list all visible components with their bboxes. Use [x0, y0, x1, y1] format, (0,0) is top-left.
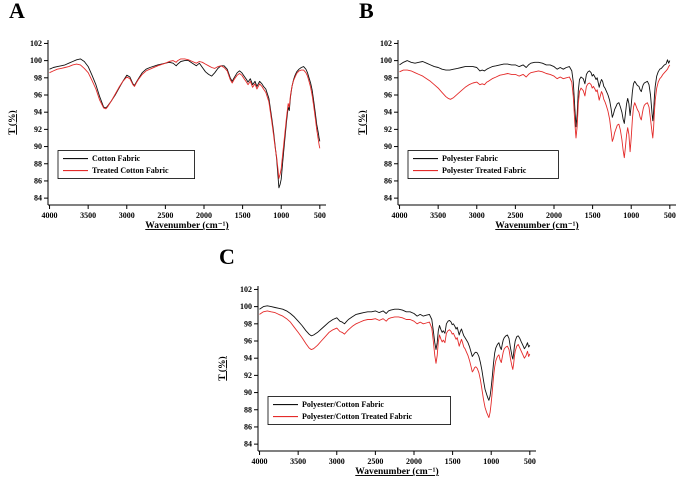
x-tick-label: 1000: [483, 457, 499, 466]
x-tick-label: 2000: [546, 211, 562, 220]
panel-c-label: C: [219, 244, 235, 269]
y-tick-label: 98: [34, 73, 42, 82]
y-tick-label: 96: [244, 337, 252, 346]
x-tick-label: 2000: [406, 457, 422, 466]
y-axis-title: T (%): [7, 110, 18, 134]
y-tick-label: 90: [244, 388, 252, 397]
x-tick-label: 2000: [196, 211, 212, 220]
x-tick-label: 500: [524, 457, 536, 466]
x-axis-title: Wavenumber (cm⁻¹): [145, 220, 228, 231]
x-axis-title: Wavenumber (cm⁻¹): [355, 466, 438, 477]
x-tick-label: 1500: [235, 211, 251, 220]
y-tick-label: 90: [384, 142, 392, 151]
y-tick-label: 92: [34, 125, 42, 134]
x-tick-label: 4000: [392, 211, 408, 220]
legend-label: Polyester Treated Fabric: [442, 166, 527, 175]
series-polyester-fabric: [399, 59, 671, 128]
y-tick-label: 102: [380, 39, 392, 48]
y-tick-label: 88: [34, 159, 42, 168]
series-polyester-cotton-fabric: [259, 305, 531, 401]
x-tick-label: 1000: [623, 211, 639, 220]
x-tick-label: 3500: [430, 211, 446, 220]
y-tick-label: 86: [34, 176, 42, 185]
panel-b: B 84 86 88 90 92 94 96 98 100 102 4000 3500 3000 2500…: [352, 0, 684, 234]
series-treated-cotton-fabric: [49, 58, 321, 179]
y-tick-label: 92: [384, 125, 392, 134]
y-tick-label: 86: [244, 422, 252, 431]
x-tick-label: 2500: [507, 211, 523, 220]
x-tick-label: 500: [314, 211, 326, 220]
y-tick-label: 98: [244, 319, 252, 328]
y-tick-label: 100: [30, 56, 42, 65]
panel-c: C 84 86 88 90 92 94 96 98 100 102 4000 3500 3000 2500…: [212, 246, 544, 480]
series-polyester-cotton-treated-fabric: [259, 310, 531, 418]
x-tick-label: 2500: [157, 211, 173, 220]
x-tick-label: 3000: [119, 211, 135, 220]
legend-box: [407, 150, 559, 179]
y-axis-title: T (%): [357, 110, 368, 134]
x-tick-label: 500: [664, 211, 676, 220]
x-tick-label: 3500: [290, 457, 306, 466]
series-polyester-treated-fabric: [399, 64, 671, 159]
x-axis-title: Wavenumber (cm⁻¹): [495, 220, 578, 231]
y-tick-label: 96: [34, 91, 42, 100]
y-tick-label: 94: [34, 108, 42, 117]
x-tick-label: 1500: [445, 457, 461, 466]
y-tick-label: 84: [244, 440, 252, 449]
x-tick-label: 4000: [252, 457, 268, 466]
x-tick-label: 3000: [329, 457, 345, 466]
y-axis-title: T (%): [217, 356, 228, 380]
y-tick-label: 88: [244, 405, 252, 414]
y-tick-label: 100: [380, 56, 392, 65]
x-tick-label: 3000: [469, 211, 485, 220]
y-tick-label: 102: [30, 39, 42, 48]
y-tick-label: 84: [384, 194, 392, 203]
x-tick-label: 1000: [273, 211, 289, 220]
y-tick-label: 94: [384, 108, 392, 117]
legend-label: Cotton Fabric: [92, 154, 141, 163]
y-tick-label: 90: [34, 142, 42, 151]
x-tick-label: 4000: [42, 211, 58, 220]
panel-c-plot: 84 86 88 90 92 94 96 98 100 102 4000 3500 3000 2500 20…: [217, 285, 536, 477]
panel-a: A 84 86 88 90 92 94 96 98 100 102 4000 3500 3000 2500…: [2, 0, 334, 234]
panel-b-plot: 84 86 88 90 92 94 96 98 100 102 4000 3500 3000 2500 20…: [357, 39, 676, 231]
y-tick-label: 102: [240, 285, 252, 294]
panel-a-label: A: [9, 0, 25, 23]
y-tick-label: 94: [244, 354, 252, 363]
legend-box: [57, 150, 196, 179]
legend-label: Polyester Fabric: [442, 154, 499, 163]
legend-label: Polyester/Cotton Fabric: [302, 400, 384, 409]
x-tick-label: 1500: [585, 211, 601, 220]
y-tick-label: 88: [384, 159, 392, 168]
y-tick-label: 96: [384, 91, 392, 100]
x-tick-label: 3500: [80, 211, 96, 220]
y-tick-label: 84: [34, 194, 42, 203]
y-tick-label: 98: [384, 73, 392, 82]
y-tick-label: 92: [244, 371, 252, 380]
legend-label: Polyester/Cotton Treated Fabric: [302, 412, 413, 421]
y-tick-label: 86: [384, 176, 392, 185]
legend-label: Treated Cotton Fabric: [92, 166, 169, 175]
panel-b-label: B: [359, 0, 374, 23]
y-tick-label: 100: [240, 302, 252, 311]
x-tick-label: 2500: [367, 457, 383, 466]
legend-box: [267, 396, 452, 425]
panel-a-plot: 84 86 88 90 92 94 96 98 100 102 4000 3500 3000 2500 20…: [7, 39, 326, 231]
